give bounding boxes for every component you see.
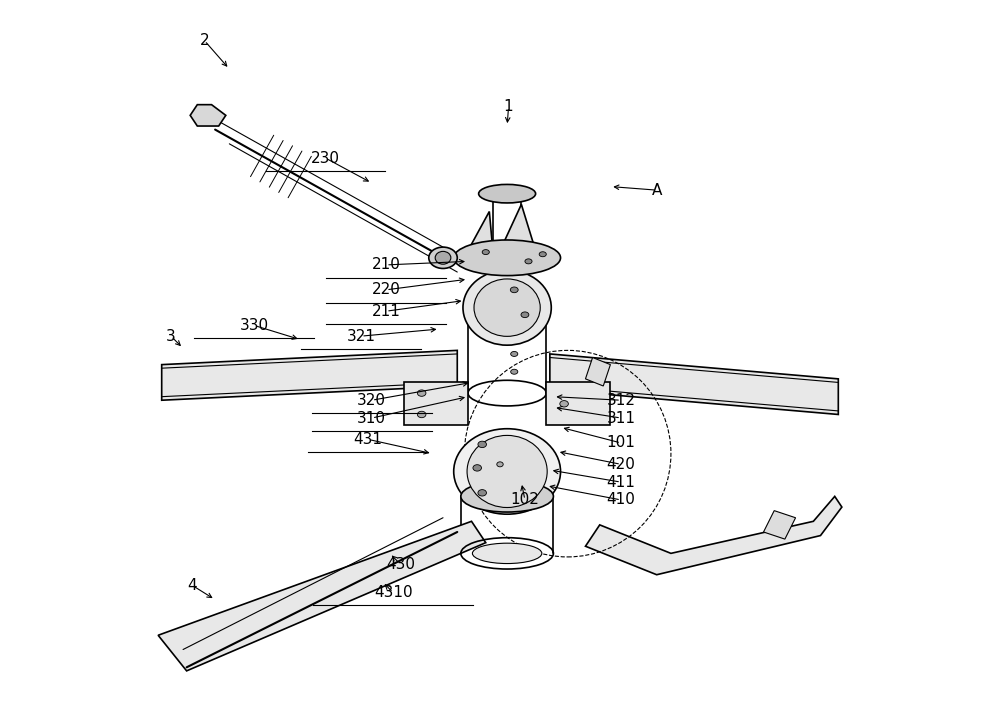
Text: 310: 310 xyxy=(357,410,386,425)
FancyBboxPatch shape xyxy=(546,383,610,425)
Ellipse shape xyxy=(510,287,518,292)
Text: 2: 2 xyxy=(200,33,209,48)
Polygon shape xyxy=(585,358,610,386)
FancyBboxPatch shape xyxy=(404,383,468,425)
Ellipse shape xyxy=(479,184,536,203)
Text: 220: 220 xyxy=(372,282,400,297)
Ellipse shape xyxy=(560,400,568,407)
Text: 101: 101 xyxy=(607,435,636,450)
Text: 230: 230 xyxy=(311,151,340,166)
Ellipse shape xyxy=(468,309,546,335)
Ellipse shape xyxy=(482,250,489,255)
Text: 411: 411 xyxy=(607,475,636,490)
Polygon shape xyxy=(500,204,536,251)
Polygon shape xyxy=(585,496,842,575)
Ellipse shape xyxy=(417,411,426,418)
Text: 102: 102 xyxy=(510,493,539,508)
Polygon shape xyxy=(158,521,486,671)
Text: 430: 430 xyxy=(386,556,415,571)
Text: 420: 420 xyxy=(607,457,636,472)
Text: 4310: 4310 xyxy=(374,585,412,600)
Text: A: A xyxy=(652,182,662,197)
Polygon shape xyxy=(190,104,226,126)
Ellipse shape xyxy=(497,462,503,467)
Ellipse shape xyxy=(417,390,426,396)
Ellipse shape xyxy=(525,259,532,264)
Ellipse shape xyxy=(474,279,540,336)
Ellipse shape xyxy=(463,270,551,345)
Ellipse shape xyxy=(467,435,547,508)
Ellipse shape xyxy=(454,240,561,275)
Text: 211: 211 xyxy=(372,304,400,319)
Text: 330: 330 xyxy=(240,318,269,333)
Polygon shape xyxy=(468,212,493,251)
Text: 4: 4 xyxy=(188,578,197,593)
Ellipse shape xyxy=(461,480,553,512)
Text: 311: 311 xyxy=(607,410,636,425)
Ellipse shape xyxy=(478,441,486,448)
Text: 210: 210 xyxy=(372,257,400,272)
Ellipse shape xyxy=(454,429,561,514)
Ellipse shape xyxy=(473,465,481,471)
Text: 321: 321 xyxy=(347,329,376,344)
Ellipse shape xyxy=(472,543,542,563)
Text: 312: 312 xyxy=(607,393,636,408)
Ellipse shape xyxy=(521,312,529,317)
Ellipse shape xyxy=(511,369,518,374)
Polygon shape xyxy=(550,354,838,415)
Text: 431: 431 xyxy=(354,432,383,447)
Ellipse shape xyxy=(539,252,546,257)
Ellipse shape xyxy=(511,352,518,357)
Polygon shape xyxy=(162,350,457,400)
Ellipse shape xyxy=(435,252,451,265)
Polygon shape xyxy=(764,511,796,539)
Text: 3: 3 xyxy=(166,329,176,344)
Ellipse shape xyxy=(429,247,457,268)
Text: 320: 320 xyxy=(357,393,386,408)
Ellipse shape xyxy=(478,490,486,496)
Text: 410: 410 xyxy=(607,493,636,508)
Text: 1: 1 xyxy=(504,99,513,114)
